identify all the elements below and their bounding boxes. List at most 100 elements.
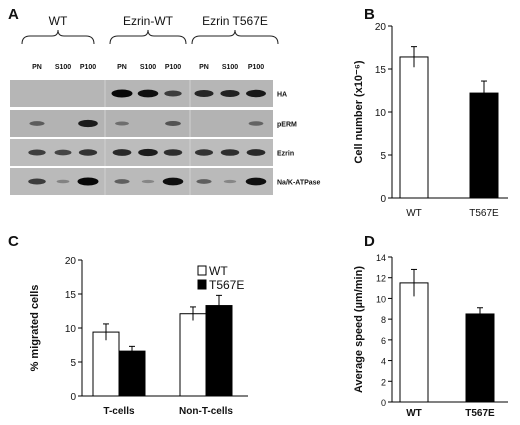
y-tick-label: 12 bbox=[376, 274, 386, 284]
y-tick-label: 0 bbox=[380, 194, 386, 205]
bar bbox=[92, 331, 120, 397]
panel-letter-d: D bbox=[364, 233, 375, 250]
y-tick-label: 14 bbox=[376, 253, 386, 263]
y-tick-label: 15 bbox=[65, 290, 77, 301]
blot-lane-label: PN bbox=[32, 64, 42, 71]
y-tick-label: 5 bbox=[70, 358, 76, 369]
western-blot-panel: WT Ezrin-WT Ezrin T567E PN S100 P100 PN S100… bbox=[10, 14, 321, 195]
blot-band bbox=[112, 149, 132, 156]
y-tick-label: 20 bbox=[375, 22, 387, 33]
legend-swatch bbox=[197, 265, 207, 276]
blot-band bbox=[77, 177, 99, 186]
blot-lane-label: S100 bbox=[222, 64, 238, 71]
blot-band bbox=[165, 120, 181, 127]
blot-strip bbox=[10, 168, 273, 195]
blot-band bbox=[163, 149, 183, 156]
blot-row-label: pERM bbox=[277, 122, 297, 129]
blot-strip bbox=[10, 110, 273, 137]
y-tick-label: 20 bbox=[65, 256, 77, 267]
y-tick-label: 0 bbox=[70, 392, 76, 403]
blot-band bbox=[141, 179, 155, 184]
blot-row-label: Ezrin bbox=[277, 151, 294, 158]
x-category-label: T-cells bbox=[103, 406, 135, 417]
blot-band bbox=[194, 149, 214, 156]
y-axis-label: Cell number (x10⁻⁶) bbox=[353, 60, 365, 164]
blot-lane-labels: PN S100 P100 PN S100 P100 PN S100 P100 bbox=[32, 64, 264, 71]
blot-band bbox=[220, 90, 240, 97]
blot-lane-label: PN bbox=[117, 64, 127, 71]
blot-lane-label: P100 bbox=[248, 64, 264, 71]
blot-band bbox=[114, 179, 130, 184]
blot-lane-label: S100 bbox=[55, 64, 71, 71]
y-tick-label: 15 bbox=[375, 65, 387, 76]
bar bbox=[465, 313, 495, 403]
blot-group-brace-ezrin-wt bbox=[109, 29, 187, 45]
panel-letter-a: A bbox=[8, 6, 19, 23]
blot-band bbox=[115, 121, 129, 126]
blot-band bbox=[220, 149, 240, 156]
blot-row-label: HA bbox=[277, 92, 287, 99]
blot-band bbox=[138, 148, 158, 157]
blot-band bbox=[28, 149, 46, 156]
y-tick-label: 6 bbox=[381, 336, 386, 346]
bar bbox=[399, 282, 429, 403]
blot-group-label-ezrin-wt: Ezrin-WT bbox=[123, 14, 174, 28]
blot-band bbox=[164, 90, 182, 97]
x-category-label: Non-T-cells bbox=[179, 406, 233, 417]
x-category-label: WT bbox=[406, 208, 422, 219]
y-tick-label: 4 bbox=[381, 357, 386, 367]
blot-band bbox=[78, 119, 98, 128]
blot-group-label-ezrin-t567e: Ezrin T567E bbox=[202, 14, 268, 28]
x-category-label: T567E bbox=[465, 408, 495, 419]
blot-lane-label: P100 bbox=[80, 64, 96, 71]
legend-swatch bbox=[197, 279, 207, 290]
blot-band bbox=[137, 89, 159, 98]
cell-number-chart: 0 5 10 15 20 Cell number (x10⁻⁶) WT T567E bbox=[353, 22, 508, 219]
blot-band bbox=[56, 179, 70, 184]
y-tick-label: 2 bbox=[381, 377, 386, 387]
bar bbox=[469, 92, 499, 199]
blot-band bbox=[54, 149, 72, 156]
blot-band bbox=[246, 149, 266, 156]
x-category-label: T567E bbox=[469, 208, 499, 219]
bar bbox=[399, 56, 429, 199]
blot-band bbox=[248, 121, 264, 126]
blot-group-brace-wt bbox=[21, 29, 95, 45]
blot-band bbox=[28, 178, 46, 185]
y-tick-label: 10 bbox=[376, 294, 386, 304]
y-tick-label: 5 bbox=[380, 151, 386, 162]
bar bbox=[179, 313, 207, 397]
blot-band bbox=[162, 177, 184, 186]
average-speed-chart: 0 2 4 6 8 10 12 14 Average speed (µm/min) WT T567E bbox=[353, 253, 508, 419]
y-axis-label: % migrated cells bbox=[29, 285, 41, 372]
bar bbox=[205, 305, 233, 397]
blot-lane-label: S100 bbox=[140, 64, 156, 71]
legend-label: T567E bbox=[209, 278, 244, 292]
blot-group-brace-ezrin-t567e bbox=[191, 29, 279, 45]
x-category-label: WT bbox=[406, 408, 422, 419]
y-tick-label: 8 bbox=[381, 315, 386, 325]
blot-band bbox=[196, 179, 212, 184]
blot-band bbox=[111, 89, 133, 98]
panel-letter-b: B bbox=[364, 6, 375, 23]
blot-lane-label: P100 bbox=[165, 64, 181, 71]
migrated-cells-chart: 0 5 10 15 20 % migrated cells T-cells Non-T-cel… bbox=[29, 256, 248, 417]
legend-label: WT bbox=[209, 264, 228, 278]
blot-group-label-wt: WT bbox=[49, 14, 68, 28]
y-tick-label: 10 bbox=[375, 108, 387, 119]
y-tick-label: 10 bbox=[65, 324, 77, 335]
blot-band bbox=[78, 149, 98, 156]
blot-band bbox=[223, 179, 237, 184]
y-tick-label: 0 bbox=[381, 398, 386, 408]
y-axis-label: Average speed (µm/min) bbox=[353, 266, 365, 393]
blot-band bbox=[29, 121, 45, 126]
panel-letter-c: C bbox=[8, 233, 19, 250]
blot-row-label: Na/K-ATPase bbox=[277, 180, 321, 187]
blot-rows: HA pERM Ezrin Na/K-ATPase bbox=[10, 80, 321, 195]
blot-band bbox=[246, 89, 266, 98]
blot-band bbox=[245, 177, 267, 186]
blot-lane-label: PN bbox=[199, 64, 209, 71]
